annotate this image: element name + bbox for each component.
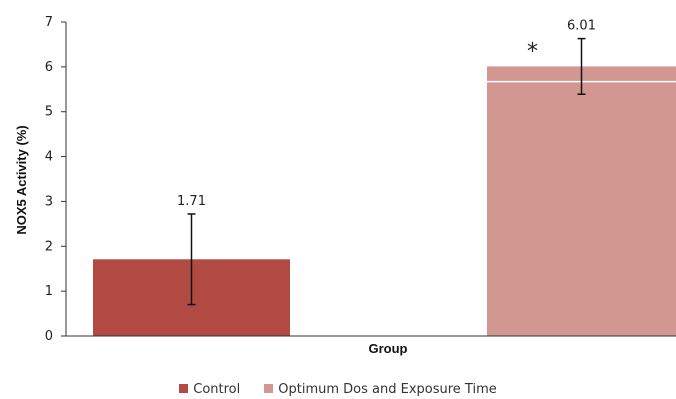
error-bar xyxy=(577,37,586,95)
y-axis-title: NOX5 Activity (%) xyxy=(14,125,29,234)
y-tick-label: 5 xyxy=(45,105,53,120)
y-tick-label: 1 xyxy=(45,284,53,299)
legend-label: Control xyxy=(193,382,241,397)
data-labels: 1.71 6.01 * xyxy=(177,19,596,209)
y-tick-label: 7 xyxy=(45,15,53,30)
y-tick-label: 4 xyxy=(45,150,53,165)
y-tick-label: 2 xyxy=(45,239,53,254)
x-axis-title: Group xyxy=(369,341,408,356)
error-bar xyxy=(187,213,196,306)
y-axis-ticks: 0 1 2 3 4 5 6 7 xyxy=(45,15,66,344)
y-tick-label: 0 xyxy=(45,329,53,344)
bar xyxy=(487,66,676,336)
legend-item: Optimum Dos and Exposure Time xyxy=(264,382,497,397)
legend-swatch xyxy=(264,384,274,393)
bars xyxy=(93,66,676,336)
error-bars xyxy=(187,37,586,306)
data-label: 1.71 xyxy=(177,194,206,209)
legend-swatch xyxy=(179,384,189,393)
legend-item: Control xyxy=(179,382,240,397)
significance-marker: * xyxy=(527,39,538,64)
legend-label: Optimum Dos and Exposure Time xyxy=(278,382,497,397)
y-tick-label: 3 xyxy=(45,194,53,209)
y-tick-label: 6 xyxy=(45,60,53,75)
data-label: 6.01 xyxy=(567,19,596,34)
legend: Control Optimum Dos and Exposure Time xyxy=(0,382,676,397)
